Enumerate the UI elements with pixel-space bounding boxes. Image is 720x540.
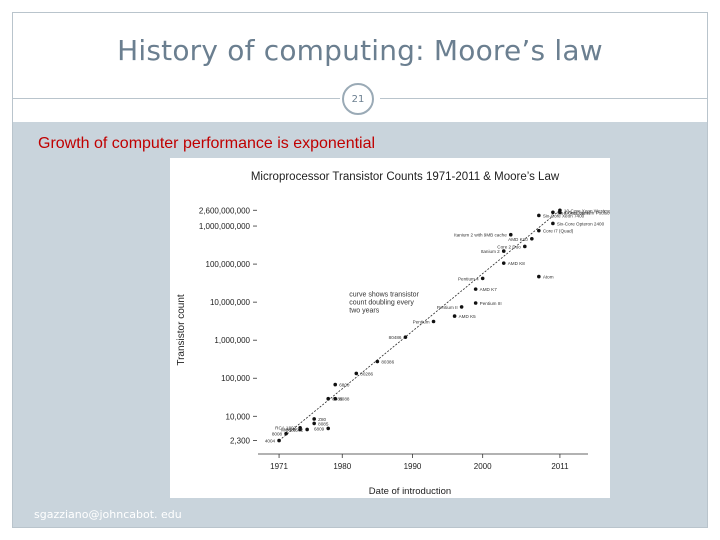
data-point-label: Pentium III <box>480 301 502 306</box>
x-tick-label: 1971 <box>270 462 288 471</box>
data-point-label: MOS 6502 <box>281 427 303 432</box>
data-point <box>537 274 541 279</box>
data-point-label: AMD K10 <box>508 237 528 242</box>
x-tick-label: 2011 <box>551 462 569 471</box>
x-tick-label: 1990 <box>404 462 422 471</box>
data-point-label: 8008 <box>272 432 283 437</box>
y-tick-label: 100,000 <box>221 374 250 383</box>
data-point <box>551 221 555 226</box>
y-tick-label: 10,000 <box>226 412 251 421</box>
trend-annotation: curve shows transistor count doubling eve… <box>349 292 419 315</box>
data-point <box>284 431 288 436</box>
data-point-label: Itanium 2 with 9MB cache <box>454 233 507 238</box>
data-point-label: Six-Core Opteron 2400 <box>557 221 605 226</box>
data-point <box>375 359 380 364</box>
data-point-label: AMD K8 <box>508 261 526 266</box>
data-point-label: Pentium 4 <box>458 276 479 281</box>
data-point <box>501 249 506 253</box>
data-point-label: 8086 <box>332 397 343 402</box>
y-tick-label: 1,000,000 <box>214 336 250 345</box>
data-point-label: Core 2 Duo <box>497 244 521 249</box>
x-tick-label: 1980 <box>333 462 351 471</box>
transistor-chart: Microprocessor Transistor Counts 1971-20… <box>170 158 610 498</box>
data-point <box>537 213 541 218</box>
data-point-label: Six-Core Core i7 <box>557 210 591 215</box>
data-point-label: 8085 <box>318 421 329 426</box>
data-point <box>298 425 302 430</box>
data-point-label: Six-Core Xeon 7400 <box>543 213 585 218</box>
data-point <box>431 319 436 324</box>
data-point-label: Pentium II <box>437 305 458 310</box>
y-tick-label: 2,600,000,000 <box>199 206 251 215</box>
data-point <box>551 210 555 215</box>
data-point-label: Z80 <box>318 417 326 422</box>
data-point-label: AMD K7 <box>480 287 498 292</box>
data-point <box>277 438 281 443</box>
data-point-label: Atom <box>543 275 554 280</box>
y-axis-label: Transistor count <box>176 294 187 366</box>
data-point-label: 8080 <box>286 427 297 432</box>
title-divider-right <box>380 98 707 99</box>
data-point-label: Core i7 (Quad) <box>543 229 574 234</box>
trend-annotation-line: two years <box>349 308 379 315</box>
trend-annotation-line: curve shows transistor <box>349 292 419 299</box>
footer-email: sgazziano@johncabot. edu <box>34 508 182 521</box>
y-tick-label: 100,000,000 <box>206 260 251 269</box>
data-point <box>501 261 506 265</box>
y-tick-label: 1,000,000,000 <box>199 222 251 231</box>
chart-title: Microprocessor Transistor Counts 1971-20… <box>251 171 560 183</box>
data-point <box>326 426 331 431</box>
trend-layer <box>278 209 561 441</box>
slide-number: 21 <box>351 93 365 105</box>
chart-axes: 2,300 10,000 100,000 1,000,000 10,000,000 100… <box>199 206 588 471</box>
data-point <box>312 417 316 421</box>
slide-subtitle: Growth of computer performance is expone… <box>38 135 376 152</box>
y-tick-label: 2,300 <box>230 437 251 446</box>
data-point <box>312 421 316 426</box>
data-point <box>333 382 338 387</box>
data-point-label: Itanium 2 <box>481 249 500 254</box>
data-point-label: 8-Core Itanium Poulson <box>564 211 610 216</box>
title-divider-left <box>13 98 340 99</box>
x-tick-label: 2000 <box>474 462 492 471</box>
data-point <box>508 232 513 237</box>
data-point-label: 4004 <box>265 439 276 444</box>
data-point-label: 10-Core Xeon Westmere-EX <box>564 208 610 213</box>
data-point-label: 80386 <box>381 360 394 365</box>
slide-number-badge: 21 <box>342 83 374 115</box>
trend-annotation-line: count doubling every <box>349 300 414 307</box>
chart-figure: Microprocessor Transistor Counts 1971-20… <box>170 158 610 498</box>
data-point <box>530 236 534 241</box>
data-point <box>305 427 309 432</box>
data-point <box>333 396 338 401</box>
x-axis-label: Date of introduction <box>369 486 451 497</box>
data-point <box>403 335 408 339</box>
data-point-label: 6809 <box>314 426 325 431</box>
data-point <box>326 396 331 401</box>
data-point <box>480 276 485 281</box>
slide-title: History of computing: Moore’s law <box>117 34 603 67</box>
data-point <box>523 244 527 249</box>
y-tick-label: 10,000,000 <box>210 298 251 307</box>
data-point <box>558 210 562 215</box>
data-point-label: 6800 <box>339 383 350 388</box>
data-point <box>473 301 478 305</box>
data-point-label: 80286 <box>360 371 373 376</box>
data-point <box>354 371 359 376</box>
data-point <box>473 287 478 291</box>
data-point <box>452 314 457 318</box>
data-point-label: AMD K5 <box>459 314 477 319</box>
moores-law-trend-line <box>278 209 561 441</box>
data-point-label: 80486 <box>389 335 402 340</box>
chart-background <box>170 158 610 498</box>
data-point-label: RCA 1802 <box>275 426 296 431</box>
data-point-label: 8088 <box>339 397 350 402</box>
data-point <box>459 305 464 309</box>
data-point-label: Pentium <box>413 319 430 324</box>
data-point <box>537 228 541 233</box>
